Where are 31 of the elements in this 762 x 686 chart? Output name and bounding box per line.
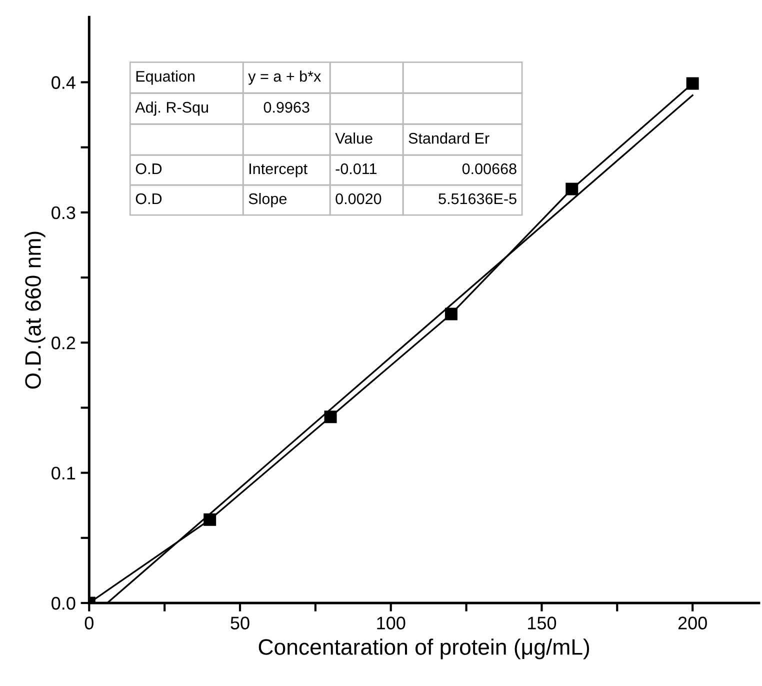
annotation: O.D bbox=[136, 163, 162, 174]
annotation: 0.00668 bbox=[462, 163, 516, 174]
annotation: 0.0020 bbox=[336, 193, 382, 204]
annotation: Intercept bbox=[250, 164, 308, 178]
y-tick-label: 0.2 bbox=[52, 336, 76, 350]
annotation: Standard Er bbox=[408, 132, 490, 144]
annotation: 5.51636E-5 bbox=[438, 193, 516, 204]
y-tick-label: 0.1 bbox=[52, 466, 76, 480]
point bbox=[566, 182, 578, 196]
x-tick-label: 100 bbox=[377, 616, 406, 630]
x-tick-label: 50 bbox=[230, 616, 250, 630]
point bbox=[324, 410, 337, 424]
annotation: Value bbox=[335, 132, 372, 144]
x-tick-label: 150 bbox=[528, 616, 556, 630]
annotation: Adj. R-Squ bbox=[135, 102, 208, 116]
annotation: 0.9963 bbox=[264, 102, 310, 113]
annotation: O.D bbox=[136, 193, 162, 204]
y-tick-label: 0.4 bbox=[52, 76, 76, 89]
annotation: Slope bbox=[248, 192, 286, 208]
x-tick-label: 200 bbox=[678, 616, 707, 630]
x-axis-title: Concentaration of protein (μg/mL) bbox=[258, 638, 590, 660]
annotation: y = a + b*x bbox=[248, 70, 321, 85]
annotation: -0.011 bbox=[336, 163, 377, 174]
y-tick-label: 0.0 bbox=[52, 596, 76, 610]
annotation: Equation bbox=[136, 70, 194, 85]
x-tick-label: 0 bbox=[84, 616, 94, 630]
y-tick-label: 0.3 bbox=[52, 206, 76, 220]
point bbox=[444, 308, 458, 320]
y-axis-title: O.D.(at 660 nm) bbox=[24, 232, 46, 389]
point bbox=[204, 513, 216, 526]
point bbox=[686, 77, 699, 90]
